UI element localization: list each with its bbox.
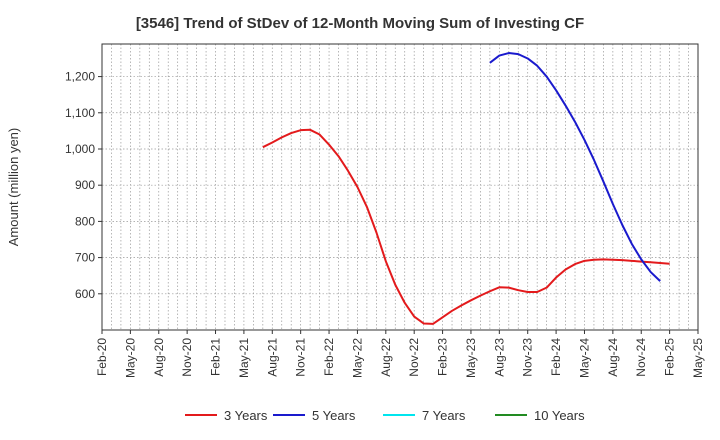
x-tick-label: Aug-21 [265, 338, 279, 377]
y-tick-label: 800 [75, 214, 95, 228]
x-tick-label: Aug-20 [152, 338, 166, 377]
x-tick-label: May-20 [123, 338, 137, 378]
x-tick-label: Feb-23 [436, 338, 450, 376]
x-tick-label: Feb-20 [95, 338, 109, 376]
x-tick-label: May-22 [350, 338, 364, 378]
x-tick-label: Nov-20 [180, 338, 194, 377]
x-tick-label: May-25 [691, 338, 705, 378]
y-tick-label: 1,100 [65, 106, 95, 120]
series-line-5-years [489, 52, 661, 282]
grid [102, 44, 698, 330]
x-tick-label: Aug-22 [379, 338, 393, 377]
legend-label: 5 Years [312, 408, 356, 423]
y-axis-label: Amount (million yen) [6, 128, 21, 247]
legend-label: 7 Years [422, 408, 466, 423]
y-axis: 600 700 800 900 1,000 1,100 1,200 [65, 70, 102, 301]
x-tick-label: May-23 [464, 338, 478, 378]
plot-frame [101, 43, 699, 331]
x-tick-label: Nov-21 [294, 338, 308, 377]
y-tick-label: 700 [75, 251, 95, 265]
x-tick-label: Nov-23 [521, 338, 535, 377]
x-tick-label: May-24 [577, 338, 591, 378]
y-tick-label: 1,000 [65, 142, 95, 156]
x-axis: Feb-20 May-20 Aug-20 Nov-20 Feb-21 May-21 Aug-… [95, 330, 705, 378]
x-tick-label: Feb-25 [663, 338, 677, 376]
x-tick-label: Feb-22 [322, 338, 336, 376]
x-tick-label: Nov-22 [407, 338, 421, 377]
x-tick-label: Aug-24 [606, 338, 620, 377]
x-tick-label: Feb-21 [209, 338, 223, 376]
series-layer [262, 52, 670, 325]
series-line-3-years [262, 128, 670, 325]
y-tick-label: 900 [75, 178, 95, 192]
x-tick-label: Nov-24 [634, 338, 648, 377]
legend: 3 Years 5 Years 7 Years 10 Years [185, 408, 585, 423]
x-tick-label: May-21 [237, 338, 251, 378]
y-tick-label: 600 [75, 287, 95, 301]
y-tick-label: 1,200 [65, 70, 95, 84]
legend-label: 10 Years [534, 408, 585, 423]
x-tick-label: Aug-23 [492, 338, 506, 377]
legend-label: 3 Years [224, 408, 268, 423]
chart-title: [3546] Trend of StDev of 12-Month Moving… [136, 15, 584, 32]
x-tick-label: Feb-24 [549, 338, 563, 376]
